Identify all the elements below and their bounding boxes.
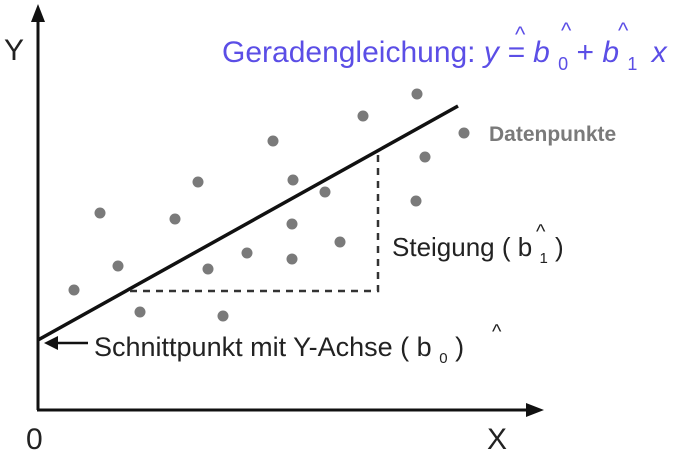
data-point <box>419 151 431 163</box>
intercept-hat: ^ <box>492 321 502 343</box>
y-axis-arrowhead <box>31 4 45 22</box>
data-point <box>217 310 229 322</box>
formula-prefix: Geradengleichung: <box>222 36 484 69</box>
data-point <box>267 135 279 147</box>
slope-hat: ^ <box>536 221 546 243</box>
formula-b0-subscript: 0 <box>558 54 568 74</box>
formula-equals: = <box>507 36 533 69</box>
slope-label-suffix: ) <box>555 232 564 262</box>
formula-hat-b1: ^ <box>618 18 629 43</box>
slope-triangle-dashed <box>130 150 380 293</box>
formula-plus: + <box>576 36 602 69</box>
slope-label: Steigung ( b 1 ) <box>392 232 564 269</box>
data-point <box>286 218 298 230</box>
origin-label: 0 <box>26 423 43 456</box>
data-point <box>112 260 124 272</box>
regression-formula: Geradengleichung: y = b 0 + b 1 x <box>222 36 668 77</box>
regression-line <box>37 104 459 342</box>
intercept-arrowhead <box>44 336 58 350</box>
slope-label-b: b <box>518 232 532 262</box>
slope-label-subscript: 1 <box>539 250 547 267</box>
data-point <box>287 174 299 186</box>
data-point <box>458 127 470 139</box>
y-axis-label: Y <box>4 34 24 67</box>
x-axis-arrowhead <box>526 403 544 417</box>
data-point <box>357 110 369 122</box>
datapoints-label: Datenpunkte <box>489 123 616 146</box>
data-point <box>192 176 204 188</box>
formula-hat-b0: ^ <box>561 18 572 43</box>
data-point <box>68 284 80 296</box>
data-point <box>411 88 423 100</box>
x-axis-label: X <box>487 423 507 456</box>
intercept-label-prefix: Schnittpunkt mit Y-Achse ( <box>94 332 409 362</box>
data-point <box>334 236 346 248</box>
data-point <box>169 213 181 225</box>
formula-hat-y: ^ <box>515 22 526 47</box>
formula-b1-subscript: 1 <box>627 54 637 74</box>
formula-y-hat: y <box>482 36 501 69</box>
data-point <box>319 186 331 198</box>
intercept-label-suffix: ) <box>455 332 464 362</box>
data-point <box>134 306 146 318</box>
data-point <box>202 263 214 275</box>
formula-x: x <box>650 36 668 69</box>
intercept-label-b: b <box>417 332 432 362</box>
formula-b0: b <box>533 36 550 69</box>
data-point <box>286 253 298 265</box>
intercept-label: Schnittpunkt mit Y-Achse ( b 0 ) <box>94 332 464 369</box>
data-point <box>94 207 106 219</box>
slope-label-prefix: Steigung ( <box>392 232 511 262</box>
data-points <box>68 88 470 322</box>
intercept-label-subscript: 0 <box>439 350 447 367</box>
data-point <box>241 247 253 259</box>
data-point <box>410 195 422 207</box>
formula-b1: b <box>602 36 619 69</box>
